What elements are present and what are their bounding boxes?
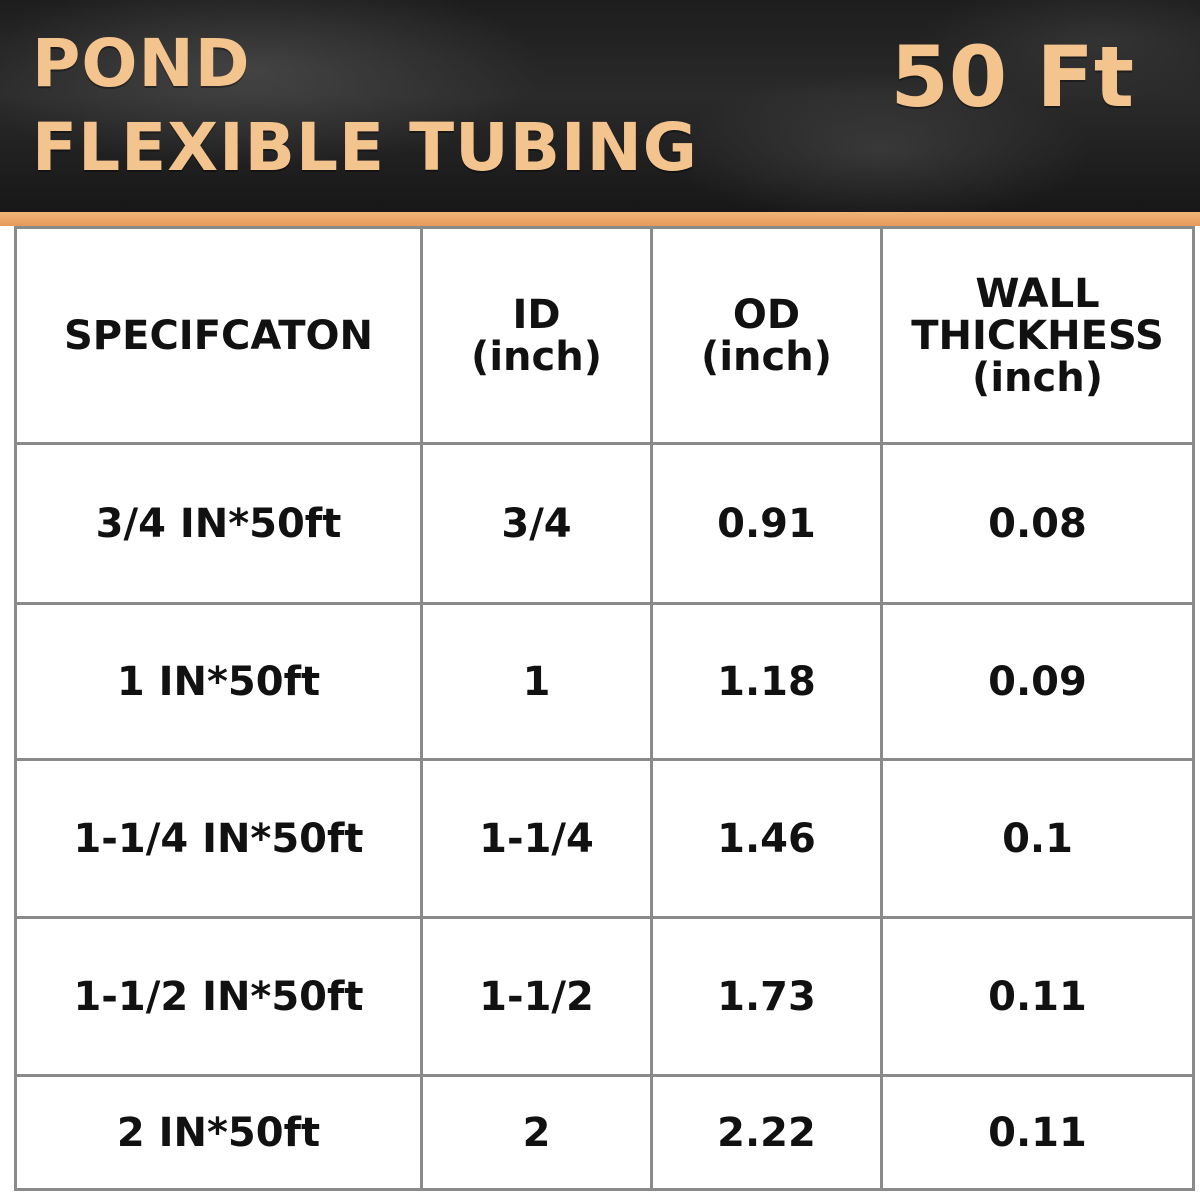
cell-wall: 0.11 [880, 1074, 1195, 1191]
header-wall-thickness: WALL THICKHESS (inch) [880, 226, 1195, 445]
cell-spec: 1-1/2 IN*50ft [14, 916, 423, 1077]
cell-od: 1.46 [650, 758, 883, 919]
header-banner [0, 0, 1200, 212]
header-wall-label-1: WALL [975, 270, 1100, 317]
table-row: 1-1/4 IN*50ft 1-1/4 1.46 0.1 [14, 758, 1195, 919]
header-id-unit: (inch) [471, 333, 602, 380]
cell-od: 0.91 [650, 442, 883, 605]
cell-id: 1-1/2 [420, 916, 653, 1077]
cell-id: 1-1/4 [420, 758, 653, 919]
table-row: 1 IN*50ft 1 1.18 0.09 [14, 602, 1195, 761]
header-wall-label-2: THICKHESS [911, 312, 1164, 359]
header-wall-unit: (inch) [972, 354, 1103, 401]
table-row: 1-1/2 IN*50ft 1-1/2 1.73 0.11 [14, 916, 1195, 1077]
cell-spec: 2 IN*50ft [14, 1074, 423, 1191]
header-id-label: ID [512, 291, 561, 338]
cell-od: 1.18 [650, 602, 883, 761]
page-title: POND FLEXIBLE TUBING [32, 22, 698, 190]
table-row: 3/4 IN*50ft 3/4 0.91 0.08 [14, 442, 1195, 605]
cell-wall: 0.09 [880, 602, 1195, 761]
header-id: ID (inch) [420, 226, 653, 445]
cell-od: 1.73 [650, 916, 883, 1077]
cell-wall: 0.1 [880, 758, 1195, 919]
cell-spec: 1 IN*50ft [14, 602, 423, 761]
cell-spec: 3/4 IN*50ft [14, 442, 423, 605]
cell-id: 1 [420, 602, 653, 761]
spec-table: SPECIFCATON ID (inch) OD (inch) WALL THI… [14, 226, 1195, 1191]
table-header-row: SPECIFCATON ID (inch) OD (inch) WALL THI… [14, 226, 1195, 445]
title-line-1: POND [32, 25, 251, 102]
banner-accent-stripe [0, 212, 1200, 226]
cell-id: 2 [420, 1074, 653, 1191]
header-od-unit: (inch) [701, 333, 832, 380]
cell-spec: 1-1/4 IN*50ft [14, 758, 423, 919]
cell-wall: 0.11 [880, 916, 1195, 1077]
cell-wall: 0.08 [880, 442, 1195, 605]
cell-od: 2.22 [650, 1074, 883, 1191]
table-row: 2 IN*50ft 2 2.22 0.11 [14, 1074, 1195, 1191]
header-spec: SPECIFCATON [14, 226, 423, 445]
length-badge: 50 Ft [890, 28, 1134, 126]
header-od: OD (inch) [650, 226, 883, 445]
header-spec-label: SPECIFCATON [64, 312, 373, 359]
title-line-2: FLEXIBLE TUBING [32, 109, 698, 186]
cell-id: 3/4 [420, 442, 653, 605]
header-od-label: OD [732, 291, 801, 338]
